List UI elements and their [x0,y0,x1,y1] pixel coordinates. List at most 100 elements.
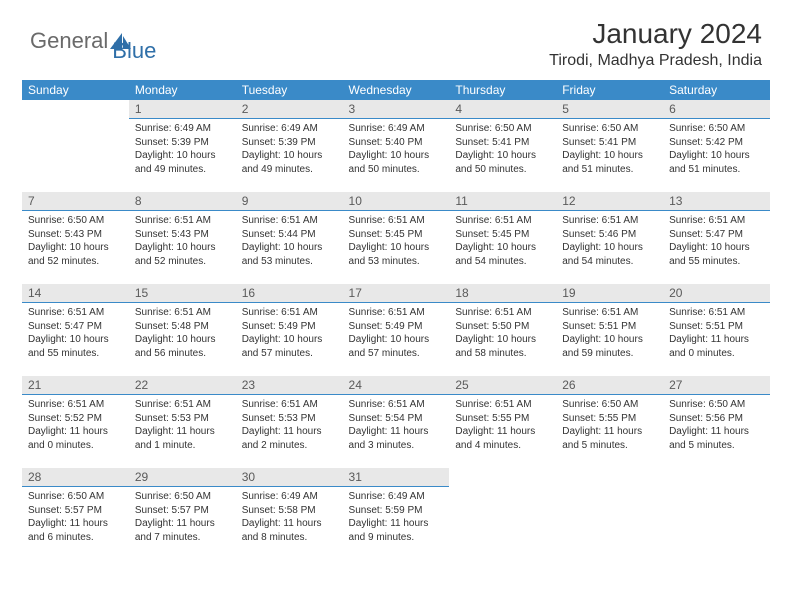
day-number: 15 [129,284,236,303]
sunrise-text: Sunrise: 6:50 AM [562,122,657,136]
calendar-week-row: 21Sunrise: 6:51 AMSunset: 5:52 PMDayligh… [22,376,770,468]
sunset-text: Sunset: 5:48 PM [135,320,230,334]
sunrise-text: Sunrise: 6:49 AM [349,122,444,136]
sunrise-text: Sunrise: 6:50 AM [135,490,230,504]
day-number: 9 [236,192,343,211]
sunrise-text: Sunrise: 6:51 AM [135,214,230,228]
calendar-cell: 1Sunrise: 6:49 AMSunset: 5:39 PMDaylight… [129,100,236,192]
sunset-text: Sunset: 5:55 PM [562,412,657,426]
day-number: 10 [343,192,450,211]
calendar-week-row: 1Sunrise: 6:49 AMSunset: 5:39 PMDaylight… [22,100,770,192]
day-number: 24 [343,376,450,395]
day-details: Sunrise: 6:49 AMSunset: 5:58 PMDaylight:… [236,487,343,548]
daylight-text: Daylight: 11 hours and 4 minutes. [455,425,550,452]
title-block: January 2024 Tirodi, Madhya Pradesh, Ind… [549,18,762,70]
sunset-text: Sunset: 5:43 PM [28,228,123,242]
day-details: Sunrise: 6:51 AMSunset: 5:51 PMDaylight:… [556,303,663,364]
calendar-cell: 17Sunrise: 6:51 AMSunset: 5:49 PMDayligh… [343,284,450,376]
calendar-cell: 5Sunrise: 6:50 AMSunset: 5:41 PMDaylight… [556,100,663,192]
weekday-header: Monday [129,80,236,100]
daylight-text: Daylight: 10 hours and 52 minutes. [28,241,123,268]
sunrise-text: Sunrise: 6:51 AM [349,306,444,320]
day-details: Sunrise: 6:51 AMSunset: 5:47 PMDaylight:… [22,303,129,364]
daylight-text: Daylight: 10 hours and 52 minutes. [135,241,230,268]
daylight-text: Daylight: 11 hours and 5 minutes. [669,425,764,452]
sunrise-text: Sunrise: 6:49 AM [242,122,337,136]
calendar-cell: 19Sunrise: 6:51 AMSunset: 5:51 PMDayligh… [556,284,663,376]
day-details: Sunrise: 6:49 AMSunset: 5:39 PMDaylight:… [236,119,343,180]
day-number: 30 [236,468,343,487]
sunset-text: Sunset: 5:51 PM [669,320,764,334]
daylight-text: Daylight: 11 hours and 8 minutes. [242,517,337,544]
sunrise-text: Sunrise: 6:51 AM [28,306,123,320]
daylight-text: Daylight: 10 hours and 55 minutes. [669,241,764,268]
calendar-cell [556,468,663,560]
calendar-cell: 2Sunrise: 6:49 AMSunset: 5:39 PMDaylight… [236,100,343,192]
day-details: Sunrise: 6:51 AMSunset: 5:49 PMDaylight:… [236,303,343,364]
day-number: 19 [556,284,663,303]
sunrise-text: Sunrise: 6:49 AM [349,490,444,504]
calendar-body: 1Sunrise: 6:49 AMSunset: 5:39 PMDaylight… [22,100,770,560]
day-number: 29 [129,468,236,487]
sunset-text: Sunset: 5:50 PM [455,320,550,334]
day-number: 23 [236,376,343,395]
sunset-text: Sunset: 5:41 PM [562,136,657,150]
sunset-text: Sunset: 5:47 PM [28,320,123,334]
month-title: January 2024 [549,18,762,50]
weekday-header: Saturday [663,80,770,100]
day-details: Sunrise: 6:51 AMSunset: 5:47 PMDaylight:… [663,211,770,272]
day-number: 17 [343,284,450,303]
day-details: Sunrise: 6:51 AMSunset: 5:54 PMDaylight:… [343,395,450,456]
daylight-text: Daylight: 10 hours and 50 minutes. [455,149,550,176]
sunrise-text: Sunrise: 6:50 AM [669,122,764,136]
day-number: 1 [129,100,236,119]
sunset-text: Sunset: 5:43 PM [135,228,230,242]
sunrise-text: Sunrise: 6:51 AM [562,214,657,228]
day-details: Sunrise: 6:51 AMSunset: 5:48 PMDaylight:… [129,303,236,364]
day-number: 3 [343,100,450,119]
day-number: 18 [449,284,556,303]
day-details: Sunrise: 6:51 AMSunset: 5:55 PMDaylight:… [449,395,556,456]
daylight-text: Daylight: 10 hours and 55 minutes. [28,333,123,360]
sunrise-text: Sunrise: 6:51 AM [242,398,337,412]
calendar-week-row: 7Sunrise: 6:50 AMSunset: 5:43 PMDaylight… [22,192,770,284]
calendar-cell: 30Sunrise: 6:49 AMSunset: 5:58 PMDayligh… [236,468,343,560]
daylight-text: Daylight: 10 hours and 56 minutes. [135,333,230,360]
sunrise-text: Sunrise: 6:51 AM [135,306,230,320]
day-details: Sunrise: 6:49 AMSunset: 5:40 PMDaylight:… [343,119,450,180]
sunrise-text: Sunrise: 6:51 AM [455,398,550,412]
daylight-text: Daylight: 10 hours and 57 minutes. [242,333,337,360]
daylight-text: Daylight: 10 hours and 50 minutes. [349,149,444,176]
calendar-week-row: 28Sunrise: 6:50 AMSunset: 5:57 PMDayligh… [22,468,770,560]
day-details: Sunrise: 6:50 AMSunset: 5:56 PMDaylight:… [663,395,770,456]
calendar-cell: 20Sunrise: 6:51 AMSunset: 5:51 PMDayligh… [663,284,770,376]
day-details: Sunrise: 6:50 AMSunset: 5:41 PMDaylight:… [556,119,663,180]
calendar-cell: 16Sunrise: 6:51 AMSunset: 5:49 PMDayligh… [236,284,343,376]
day-number: 22 [129,376,236,395]
weekday-header: Friday [556,80,663,100]
sunset-text: Sunset: 5:41 PM [455,136,550,150]
sunset-text: Sunset: 5:49 PM [242,320,337,334]
daylight-text: Daylight: 11 hours and 2 minutes. [242,425,337,452]
sunrise-text: Sunrise: 6:51 AM [349,214,444,228]
daylight-text: Daylight: 10 hours and 49 minutes. [242,149,337,176]
sunset-text: Sunset: 5:53 PM [242,412,337,426]
daylight-text: Daylight: 10 hours and 54 minutes. [562,241,657,268]
sunset-text: Sunset: 5:40 PM [349,136,444,150]
calendar-cell: 18Sunrise: 6:51 AMSunset: 5:50 PMDayligh… [449,284,556,376]
day-details: Sunrise: 6:51 AMSunset: 5:44 PMDaylight:… [236,211,343,272]
sunset-text: Sunset: 5:49 PM [349,320,444,334]
sunset-text: Sunset: 5:44 PM [242,228,337,242]
sunset-text: Sunset: 5:47 PM [669,228,764,242]
weekday-header: Thursday [449,80,556,100]
day-details: Sunrise: 6:49 AMSunset: 5:59 PMDaylight:… [343,487,450,548]
calendar-cell: 28Sunrise: 6:50 AMSunset: 5:57 PMDayligh… [22,468,129,560]
calendar-cell: 24Sunrise: 6:51 AMSunset: 5:54 PMDayligh… [343,376,450,468]
sunrise-text: Sunrise: 6:51 AM [669,214,764,228]
day-details: Sunrise: 6:51 AMSunset: 5:45 PMDaylight:… [343,211,450,272]
daylight-text: Daylight: 11 hours and 5 minutes. [562,425,657,452]
sunset-text: Sunset: 5:59 PM [349,504,444,518]
daylight-text: Daylight: 11 hours and 0 minutes. [28,425,123,452]
daylight-text: Daylight: 10 hours and 54 minutes. [455,241,550,268]
sunrise-text: Sunrise: 6:51 AM [242,214,337,228]
